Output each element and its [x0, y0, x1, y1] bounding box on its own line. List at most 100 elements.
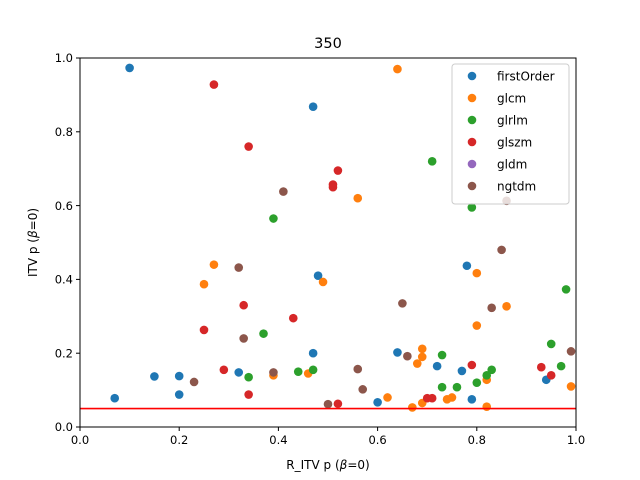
legend-marker-glrlm: [467, 115, 477, 125]
y-tick-label: 0.4: [55, 273, 73, 287]
data-point-ngtdm: [279, 187, 288, 196]
data-point-glrlm: [452, 382, 462, 392]
data-point-glrlm: [546, 339, 556, 349]
data-point-glcm: [383, 393, 392, 402]
data-point-firstOrder: [393, 348, 402, 357]
data-point-glszm: [427, 393, 437, 403]
data-point-firstOrder: [174, 390, 184, 399]
data-point-firstOrder: [457, 366, 467, 376]
data-point-glszm: [199, 325, 209, 335]
data-point-glcm: [318, 277, 328, 287]
data-point-glcm: [447, 393, 457, 402]
data-point-glrlm: [472, 378, 482, 388]
data-point-ngtdm: [403, 351, 412, 361]
data-point-firstOrder: [125, 63, 134, 73]
data-point-glrlm: [561, 285, 571, 294]
data-point-glszm: [467, 360, 477, 370]
data-point-ngtdm: [497, 245, 506, 255]
y-axis-label: ITV p (β=0): [26, 208, 40, 277]
legend-label-glrlm: glrlm: [497, 114, 528, 128]
data-point-ngtdm: [234, 263, 244, 272]
data-point-firstOrder: [150, 372, 159, 381]
data-point-glrlm: [487, 365, 496, 375]
legend-label-ngtdm: ngtdm: [497, 180, 536, 194]
data-point-glcm: [417, 352, 427, 362]
data-point-glcm: [393, 64, 402, 74]
data-point-glszm: [244, 390, 253, 399]
points-layer: [110, 63, 576, 412]
x-tick-label: 0.6: [368, 433, 386, 447]
data-point-glrlm: [269, 214, 278, 223]
data-point-glcm: [209, 260, 219, 269]
legend-box: [451, 63, 570, 205]
data-point-glszm: [288, 313, 298, 323]
data-point-glszm: [333, 166, 343, 175]
data-point-glcm: [502, 302, 511, 311]
data-point-firstOrder: [174, 371, 184, 381]
legend-marker-glcm: [467, 93, 477, 103]
data-point-glcm: [408, 403, 417, 412]
data-point-glszm: [209, 80, 219, 89]
data-point-glrlm: [427, 157, 437, 166]
legend-label-firstOrder: firstOrder: [497, 70, 555, 84]
data-point-glrlm: [244, 372, 253, 382]
data-point-glcm: [199, 279, 209, 289]
data-point-firstOrder: [308, 102, 318, 112]
data-point-glrlm: [437, 350, 447, 360]
data-point-glcm: [472, 268, 482, 278]
x-axis-ticks: 0.0 0.2 0.4 0.6 0.8 1.0: [71, 427, 585, 447]
legend-marker-ngtdm: [467, 181, 477, 191]
data-point-ngtdm: [566, 347, 576, 356]
x-tick-label: 0.0: [71, 433, 89, 447]
data-point-firstOrder: [432, 361, 442, 371]
data-point-glcm: [353, 193, 363, 203]
legend-marker-glszm: [467, 137, 477, 147]
data-point-firstOrder: [467, 395, 477, 404]
x-tick-label: 0.4: [269, 433, 287, 447]
data-point-glrlm: [308, 365, 318, 375]
data-point-glszm: [546, 371, 556, 380]
legend-label-gldm: gldm: [497, 158, 527, 172]
y-tick-label: 1.0: [55, 51, 73, 65]
x-axis-label: R_ITV p (β=0): [286, 458, 369, 472]
y-tick-label: 0.6: [55, 199, 73, 213]
x-tick-label: 1.0: [567, 433, 585, 447]
data-point-glcm: [482, 402, 492, 412]
data-point-ngtdm: [269, 368, 278, 377]
data-point-glrlm: [556, 361, 566, 371]
x-tick-label: 0.2: [170, 433, 188, 447]
data-point-glcm: [417, 344, 427, 354]
data-point-glszm: [219, 365, 229, 375]
data-point-glrlm: [293, 367, 303, 376]
chart-title: 350: [314, 36, 342, 52]
data-point-glrlm: [482, 371, 492, 380]
data-point-glszm: [244, 142, 253, 151]
x-tick-label: 0.8: [468, 433, 486, 447]
y-tick-label: 0.2: [55, 346, 73, 360]
data-point-firstOrder: [110, 393, 120, 403]
data-point-glrlm: [467, 203, 477, 212]
legend: firstOrder glcm glrlm glszm gldm ngtdm: [451, 63, 570, 205]
data-point-ngtdm: [398, 299, 407, 308]
legend-label-glcm: glcm: [497, 92, 526, 106]
data-point-ngtdm: [353, 364, 363, 374]
data-point-glszm: [328, 182, 338, 192]
data-point-glrlm: [259, 329, 268, 338]
data-point-glrlm: [437, 382, 447, 392]
y-tick-label: 0.8: [55, 125, 73, 139]
data-point-glcm: [566, 382, 576, 391]
data-point-glszm: [239, 300, 248, 310]
legend-marker-firstOrder: [467, 71, 477, 81]
data-point-firstOrder: [373, 397, 382, 407]
data-point-firstOrder: [313, 271, 323, 281]
data-point-glszm: [333, 399, 343, 409]
data-point-ngtdm: [323, 399, 333, 409]
data-point-ngtdm: [487, 303, 496, 313]
plot-area-frame: [79, 57, 577, 428]
data-point-ngtdm: [358, 385, 368, 394]
data-point-ngtdm: [189, 377, 199, 387]
data-point-glcm: [472, 321, 482, 330]
data-point-firstOrder: [308, 348, 318, 358]
legend-marker-gldm: [467, 159, 477, 169]
